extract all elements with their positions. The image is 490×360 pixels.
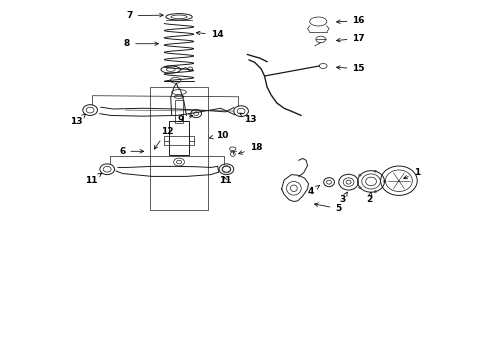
Bar [164, 136, 194, 145]
Bar [150, 87, 208, 211]
Text: 3: 3 [340, 192, 347, 204]
Text: 11: 11 [85, 173, 101, 185]
Text: 11: 11 [219, 176, 232, 185]
Text: 15: 15 [337, 64, 365, 73]
Text: 9: 9 [177, 114, 193, 123]
Text: 6: 6 [119, 147, 144, 156]
Text: 7: 7 [126, 11, 163, 20]
Text: 17: 17 [337, 34, 365, 43]
Text: 5: 5 [315, 203, 342, 213]
Text: 18: 18 [239, 143, 262, 154]
Text: 8: 8 [124, 39, 158, 48]
Text: 14: 14 [196, 30, 223, 39]
Text: 13: 13 [240, 113, 256, 124]
Text: 2: 2 [367, 192, 373, 204]
Text: 13: 13 [70, 114, 86, 126]
Text: 16: 16 [337, 16, 365, 25]
Text: 10: 10 [209, 131, 228, 140]
Bar [169, 121, 189, 155]
Text: 1: 1 [404, 168, 420, 179]
Bar [175, 100, 183, 123]
Text: 12: 12 [154, 127, 173, 149]
Text: 4: 4 [308, 185, 319, 196]
